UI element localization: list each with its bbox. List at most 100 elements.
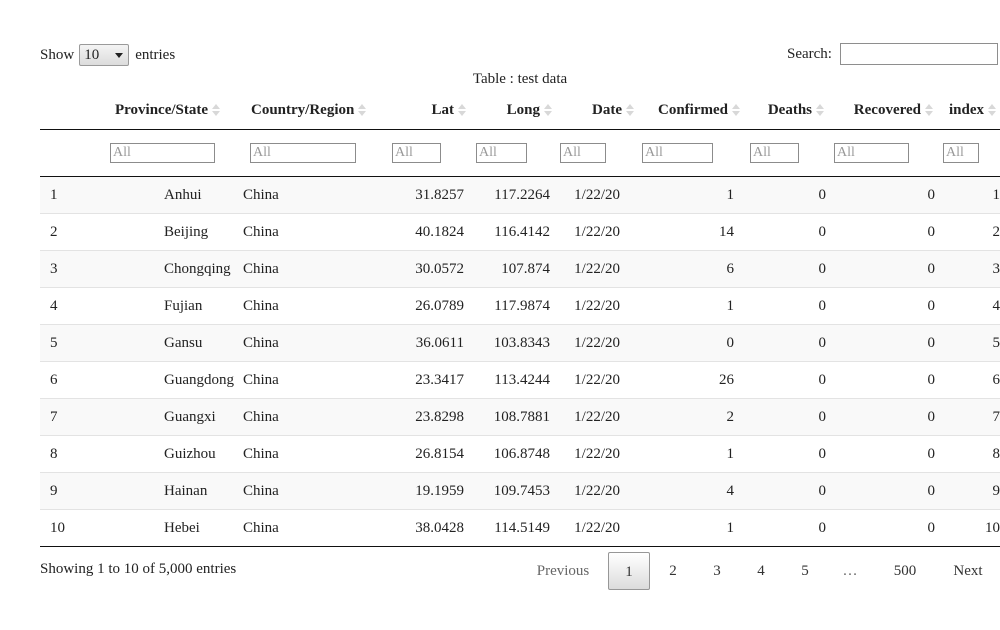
- cell-lat: 31.8257: [385, 176, 470, 214]
- table-row[interactable]: 5 Gansu China 36.0611 103.8343 1/22/20 0 0 0 5: [40, 324, 1000, 362]
- pagination-page-3[interactable]: 3: [713, 563, 721, 579]
- cell-row-number: 9: [40, 472, 102, 510]
- cell-province-state: Guangxi: [102, 398, 243, 436]
- entries-select[interactable]: 10: [79, 44, 130, 66]
- column-header-province-state[interactable]: Province/State: [102, 91, 243, 130]
- filter-input-confirmed[interactable]: All: [642, 143, 713, 163]
- filter-input-index[interactable]: All: [943, 143, 979, 163]
- filter-input-country-region[interactable]: All: [250, 143, 356, 163]
- column-header-label: Province/State: [115, 101, 209, 118]
- filter-cell-index: All: [937, 129, 1000, 177]
- cell-long: 114.5149: [470, 509, 556, 547]
- column-header-lat[interactable]: Lat: [385, 91, 470, 130]
- show-label: Show: [40, 46, 75, 63]
- filter-input-lat[interactable]: All: [392, 143, 441, 163]
- cell-date: 1/22/20: [556, 398, 638, 436]
- data-table: Province/State Country/Region Lat Long Date C…: [40, 91, 1000, 547]
- cell-row-number: 4: [40, 287, 102, 325]
- table-row[interactable]: 2 Beijing China 40.1824 116.4142 1/22/20 14 0 0 2: [40, 213, 1000, 251]
- cell-lat: 19.1959: [385, 472, 470, 510]
- cell-province-state: Anhui: [102, 176, 243, 214]
- table-row[interactable]: 1 Anhui China 31.8257 117.2264 1/22/20 1 0 0 1: [40, 176, 1000, 214]
- cell-confirmed: 6: [638, 250, 744, 288]
- column-header-confirmed[interactable]: Confirmed: [638, 91, 744, 130]
- cell-date: 1/22/20: [556, 287, 638, 325]
- pagination-next[interactable]: Next: [953, 563, 983, 579]
- table-row[interactable]: 7 Guangxi China 23.8298 108.7881 1/22/20 2 0 0 7: [40, 398, 1000, 436]
- cell-recovered: 0: [828, 287, 937, 325]
- cell-recovered: 0: [828, 509, 937, 547]
- table-row[interactable]: 9 Hainan China 19.1959 109.7453 1/22/20 4 0 0 9: [40, 472, 1000, 510]
- cell-deaths: 0: [744, 213, 828, 251]
- pagination-page-500[interactable]: 500: [893, 563, 917, 579]
- filter-cell-deaths: All: [744, 129, 828, 177]
- cell-long: 107.874: [470, 250, 556, 288]
- column-header-label: Confirmed: [658, 101, 728, 118]
- column-header-row-number: [40, 91, 102, 130]
- table-row[interactable]: 4 Fujian China 26.0789 117.9874 1/22/20 1 0 0 4: [40, 287, 1000, 325]
- cell-long: 116.4142: [470, 213, 556, 251]
- cell-province-state: Guizhou: [102, 435, 243, 473]
- column-header-label: Long: [506, 101, 540, 118]
- filter-input-date[interactable]: All: [560, 143, 606, 163]
- filter-input-deaths[interactable]: All: [750, 143, 799, 163]
- cell-long: 117.9874: [470, 287, 556, 325]
- column-header-deaths[interactable]: Deaths: [744, 91, 828, 130]
- cell-province-state: Hainan: [102, 472, 243, 510]
- cell-confirmed: 4: [638, 472, 744, 510]
- cell-recovered: 0: [828, 472, 937, 510]
- table-row[interactable]: 6 Guangdong China 23.3417 113.4244 1/22/20 26 0…: [40, 361, 1000, 399]
- table-caption: Table : test data: [472, 71, 568, 87]
- filter-cell-recovered: All: [828, 129, 937, 177]
- column-header-label: Recovered: [853, 101, 921, 118]
- chevron-down-icon: [115, 52, 124, 58]
- cell-long: 113.4244: [470, 361, 556, 399]
- cell-lat: 26.8154: [385, 435, 470, 473]
- cell-country-region: China: [243, 398, 385, 436]
- search-control: Search:: [787, 42, 998, 66]
- cell-date: 1/22/20: [556, 250, 638, 288]
- cell-deaths: 0: [744, 287, 828, 325]
- table-row[interactable]: 8 Guizhou China 26.8154 106.8748 1/22/20 1 0 0 8: [40, 435, 1000, 473]
- column-header-long[interactable]: Long: [470, 91, 556, 130]
- cell-index: 2: [937, 213, 1000, 251]
- cell-index: 5: [937, 324, 1000, 362]
- pagination-page-4[interactable]: 4: [757, 563, 765, 579]
- column-header-index[interactable]: index: [937, 91, 1000, 130]
- cell-lat: 23.8298: [385, 398, 470, 436]
- pagination-page-5[interactable]: 5: [801, 563, 809, 579]
- cell-index: 9: [937, 472, 1000, 510]
- search-input[interactable]: [839, 43, 998, 65]
- cell-confirmed: 1: [638, 287, 744, 325]
- cell-long: 108.7881: [470, 398, 556, 436]
- sort-icon: [458, 103, 466, 117]
- pagination-page-2[interactable]: 2: [669, 563, 677, 579]
- pagination-ellipsis: …: [842, 563, 858, 579]
- sort-icon: [626, 103, 634, 117]
- column-header-recovered[interactable]: Recovered: [828, 91, 937, 130]
- table-row[interactable]: 3 Chongqing China 30.0572 107.874 1/22/20 6 0 0 3: [40, 250, 1000, 288]
- entries-length-control: Show 10 entries: [40, 43, 175, 67]
- filter-cell-lat: All: [385, 129, 470, 177]
- cell-country-region: China: [243, 287, 385, 325]
- cell-confirmed: 14: [638, 213, 744, 251]
- cell-country-region: China: [243, 324, 385, 362]
- cell-row-number: 1: [40, 176, 102, 214]
- cell-deaths: 0: [744, 250, 828, 288]
- pagination-previous[interactable]: Previous: [536, 563, 590, 579]
- cell-index: 3: [937, 250, 1000, 288]
- column-header-date[interactable]: Date: [556, 91, 638, 130]
- cell-province-state: Fujian: [102, 287, 243, 325]
- cell-index: 6: [937, 361, 1000, 399]
- column-header-country-region[interactable]: Country/Region: [243, 91, 385, 130]
- filter-input-long[interactable]: All: [476, 143, 527, 163]
- filter-input-province-state[interactable]: All: [110, 143, 215, 163]
- sort-icon: [816, 103, 824, 117]
- cell-long: 109.7453: [470, 472, 556, 510]
- sort-icon: [544, 103, 552, 117]
- filter-input-recovered[interactable]: All: [834, 143, 909, 163]
- cell-recovered: 0: [828, 250, 937, 288]
- table-row[interactable]: 10 Hebei China 38.0428 114.5149 1/22/20 1 0 0 10: [40, 509, 1000, 547]
- cell-date: 1/22/20: [556, 324, 638, 362]
- pagination-page-1[interactable]: 1: [608, 552, 650, 590]
